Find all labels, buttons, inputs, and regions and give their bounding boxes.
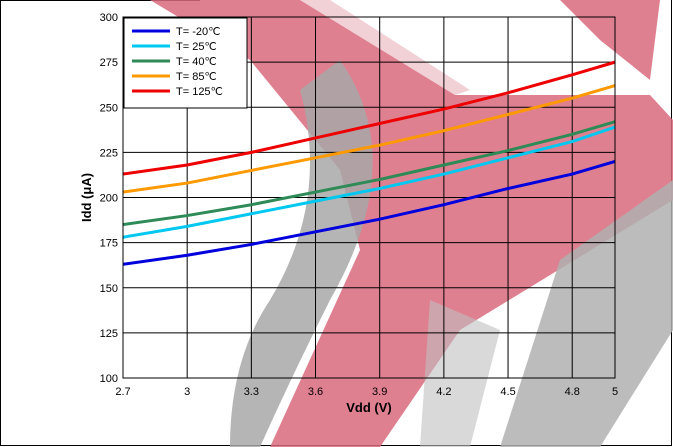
x-tick-label: 3.3: [244, 386, 259, 398]
y-tick-label: 225: [100, 147, 118, 159]
y-tick-label: 150: [100, 283, 118, 295]
y-tick-label: 275: [100, 57, 118, 69]
legend-label: T= -20℃: [176, 26, 220, 38]
x-tick-label: 3.9: [372, 386, 387, 398]
legend: T= -20℃ T= 25℃ T= 40℃ T= 85℃ T= 125℃: [123, 17, 248, 109]
grid-lines: [123, 17, 615, 378]
watermark-logo: [150, 0, 673, 447]
x-tick-label: 3.6: [308, 386, 323, 398]
y-tick-label: 200: [100, 193, 118, 205]
x-tick-label: 3: [184, 386, 190, 398]
series-line-0: [122, 159, 616, 266]
legend-label: T= 125℃: [176, 86, 223, 98]
series-line-3: [122, 84, 616, 194]
x-tick-label: 4.5: [500, 386, 515, 398]
x-tick-label: 4.8: [565, 386, 580, 398]
series-line-4: [122, 60, 616, 176]
y-axis-label: Idd (μA): [79, 173, 94, 222]
figure-top-border: [0, 0, 200, 1]
x-tick-label: 2.7: [115, 386, 130, 398]
series-line-2: [122, 120, 616, 227]
legend-label: T= 25℃: [176, 41, 217, 53]
y-tick-label: 125: [100, 328, 118, 340]
y-tick-label: 100: [100, 373, 118, 385]
plot-area-border: [122, 16, 616, 379]
x-tick-label: 5: [612, 386, 618, 398]
legend-box: [123, 17, 248, 109]
x-tick-label: 4.2: [436, 386, 451, 398]
legend-label: T= 85℃: [176, 71, 217, 83]
y-tick-label: 300: [100, 12, 118, 24]
series-lines: [122, 60, 616, 266]
x-axis-ticks: 2.7 3 3.3 3.6 3.9 4.2 4.5 4.8 5: [115, 386, 618, 398]
y-tick-label: 175: [100, 238, 118, 250]
y-tick-label: 250: [100, 102, 118, 114]
y-axis-ticks: 100 125 150 175 200 225 250 275 300: [100, 12, 118, 385]
legend-label: T= 40℃: [176, 56, 217, 68]
series-line-1: [122, 125, 616, 239]
x-axis-label: Vdd (V): [346, 400, 392, 415]
